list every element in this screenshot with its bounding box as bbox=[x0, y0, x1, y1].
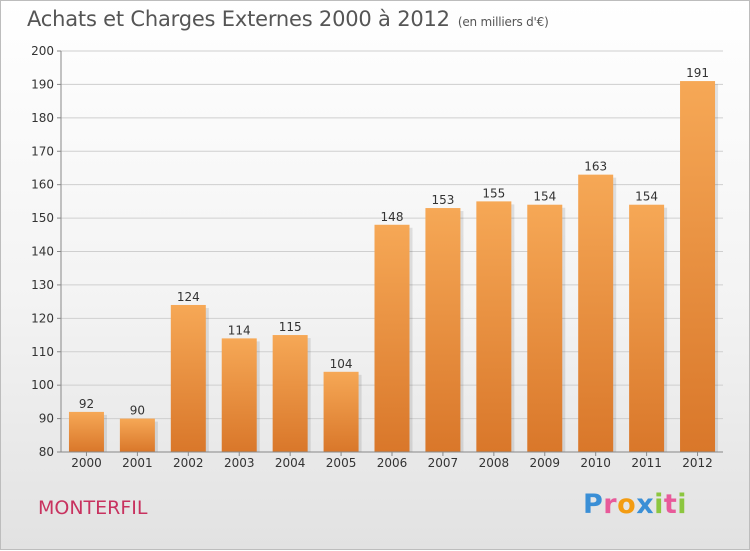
data-label: 163 bbox=[584, 160, 607, 174]
chart-unit: (en milliers d'€) bbox=[457, 15, 549, 29]
y-tick-label: 100 bbox=[31, 378, 54, 392]
bar bbox=[272, 335, 308, 452]
data-label: 191 bbox=[686, 66, 709, 80]
x-tick-label: 2001 bbox=[122, 456, 153, 470]
y-tick-label: 80 bbox=[39, 445, 54, 459]
x-tick-label: 2011 bbox=[631, 456, 662, 470]
data-label: 90 bbox=[130, 404, 145, 418]
logo-letter: o bbox=[617, 489, 637, 520]
logo-letter: i bbox=[677, 489, 688, 520]
logo-letter: i bbox=[654, 489, 664, 520]
logo-letter: P bbox=[583, 489, 604, 520]
data-label: 153 bbox=[431, 193, 454, 207]
data-label: 154 bbox=[635, 190, 658, 204]
bar bbox=[680, 81, 716, 452]
bar bbox=[323, 371, 359, 452]
proxiti-logo[interactable]: Proxiti bbox=[583, 489, 687, 520]
bar bbox=[221, 338, 257, 452]
x-tick-label: 2009 bbox=[529, 456, 560, 470]
y-tick-label: 110 bbox=[31, 345, 54, 359]
bar bbox=[170, 304, 206, 452]
bar bbox=[578, 174, 614, 452]
data-label: 114 bbox=[228, 323, 251, 337]
bar bbox=[527, 204, 563, 452]
x-tick-label: 2007 bbox=[428, 456, 459, 470]
y-tick-label: 190 bbox=[31, 77, 54, 91]
chart-title: Achats et Charges Externes 2000 à 2012 (e… bbox=[27, 7, 549, 31]
x-tick-label: 2000 bbox=[71, 456, 102, 470]
bar bbox=[629, 204, 665, 452]
x-tick-label: 2004 bbox=[275, 456, 306, 470]
x-tick-label: 2012 bbox=[682, 456, 713, 470]
logo-letter: x bbox=[636, 489, 655, 520]
x-tick-label: 2006 bbox=[377, 456, 408, 470]
data-label: 154 bbox=[533, 190, 556, 204]
bar bbox=[68, 411, 104, 452]
x-tick-label: 2010 bbox=[580, 456, 611, 470]
data-label: 124 bbox=[177, 290, 200, 304]
data-label: 92 bbox=[79, 397, 94, 411]
data-label: 104 bbox=[330, 357, 353, 371]
bar bbox=[476, 201, 512, 452]
bars: 92 90 124 114 115 104 148 153 155 154 163 154 191 bbox=[68, 66, 719, 452]
logo-letter: t bbox=[663, 489, 678, 520]
data-label: 148 bbox=[381, 210, 404, 224]
logo-letter: r bbox=[603, 489, 618, 520]
y-tick-label: 90 bbox=[39, 412, 54, 426]
x-tick-label: 2003 bbox=[224, 456, 255, 470]
y-tick-label: 200 bbox=[31, 44, 54, 58]
commune-name: MONTERFIL bbox=[38, 497, 148, 519]
x-tick-label: 2008 bbox=[479, 456, 510, 470]
bar bbox=[119, 418, 155, 452]
bar bbox=[425, 208, 461, 452]
y-tick-label: 180 bbox=[31, 111, 54, 125]
data-label: 115 bbox=[279, 320, 302, 334]
y-tick-label: 170 bbox=[31, 144, 54, 158]
chart-title-text: Achats et Charges Externes 2000 à 2012 bbox=[27, 7, 450, 31]
x-tick-label: 2005 bbox=[326, 456, 357, 470]
y-tick-label: 160 bbox=[31, 178, 54, 192]
y-tick-label: 120 bbox=[31, 311, 54, 325]
y-tick-label: 140 bbox=[31, 245, 54, 259]
y-tick-label: 130 bbox=[31, 278, 54, 292]
bar bbox=[374, 224, 410, 452]
y-tick-label: 150 bbox=[31, 211, 54, 225]
x-tick-label: 2002 bbox=[173, 456, 204, 470]
axes: 80 90 100 110 120 130 140 150 160 170 180 190 200 200… bbox=[31, 44, 723, 470]
data-label: 155 bbox=[482, 186, 505, 200]
